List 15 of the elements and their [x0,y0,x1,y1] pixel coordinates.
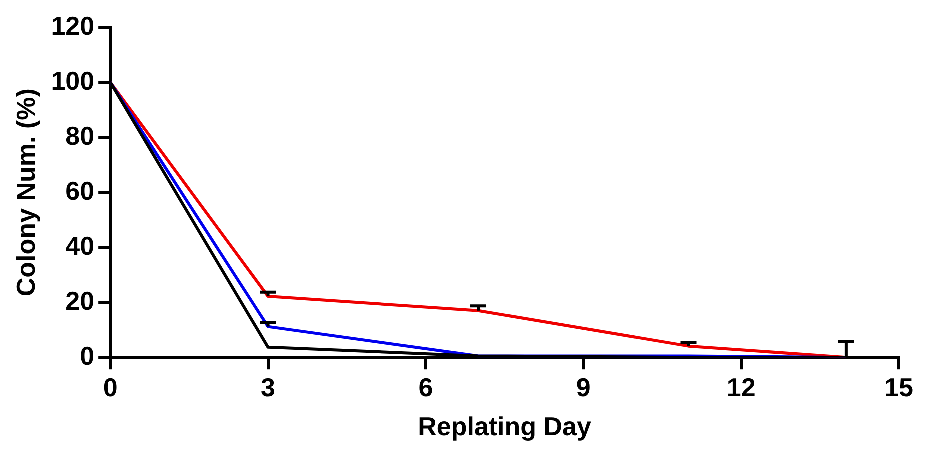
x-tick-label: 15 [884,372,914,402]
y-tick-label: 20 [66,286,95,316]
y-tick-label: 100 [51,66,95,96]
x-tick-label: 0 [103,372,118,402]
x-axis-title: Replating Day [418,412,592,442]
y-axis-title: Colony Num. (%) [10,88,41,297]
y-tick-label: 0 [80,340,95,371]
x-tick-label: 6 [418,372,434,402]
y-tick-label: 120 [51,10,95,41]
x-tick-label: 9 [576,372,591,402]
x-tick-label: 12 [726,372,756,402]
y-tick-label: 80 [66,120,95,151]
y-tick-label: 40 [66,230,95,261]
y-tick-label: 60 [66,176,95,206]
x-tick-label: 3 [261,372,276,402]
